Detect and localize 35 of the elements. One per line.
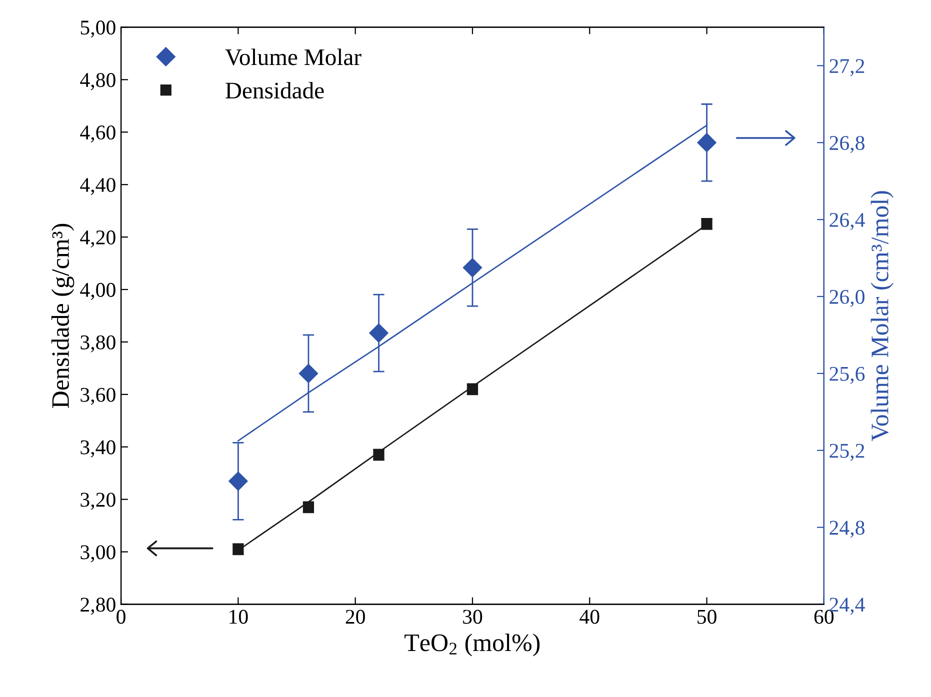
y2-tick-label: 25,2	[830, 444, 864, 461]
x-tick-label: 20	[346, 610, 365, 624]
y-tick-label: 3,20	[80, 492, 116, 510]
x-tick-label: 10	[230, 610, 248, 624]
point	[298, 364, 318, 383]
point	[369, 324, 388, 343]
y2-axis-title: Volume Molar (cm³/mol)	[870, 191, 894, 442]
y-tick-label: 4,60	[80, 125, 116, 143]
y2-tick-label: 24,8	[830, 520, 864, 538]
x-axis-title: TeO$_{2}$ (mol%)	[404, 634, 540, 656]
y-tick-label: 4,40	[80, 178, 116, 196]
y-tick-label: 4,20	[80, 230, 116, 248]
point	[228, 472, 248, 491]
y-tick-label: 4,00	[80, 282, 116, 300]
legend-label: Densidade	[226, 82, 324, 99]
x-tick-label: 0	[116, 610, 126, 624]
y2-tick-label: 26,8	[830, 136, 864, 154]
x-tick-label: 50	[698, 610, 716, 624]
y-tick-label: 5,00	[80, 20, 116, 38]
y2-tick-label: 27,2	[830, 59, 864, 76]
y2-tick-label: 25,6	[830, 366, 865, 384]
y-tick-label: 3,80	[80, 335, 116, 352]
y-tick-label: 3,40	[80, 440, 116, 458]
y-tick-label: 3,60	[80, 388, 116, 405]
point	[697, 133, 716, 152]
x-tick-label: 40	[580, 610, 600, 624]
legend-label: Volume Molar	[225, 48, 362, 66]
y-tick-label: 2,80	[80, 598, 116, 615]
y-tick-label: 4,80	[80, 73, 116, 90]
y-axis-title: Densidade (g/cm³)	[51, 224, 74, 408]
x-tick-label: 30	[463, 610, 482, 624]
y-tick-label: 3,00	[80, 545, 116, 562]
point	[462, 258, 482, 278]
y2-tick-label: 26,4	[830, 212, 865, 230]
y2-tick-label: 26,0	[830, 290, 864, 307]
